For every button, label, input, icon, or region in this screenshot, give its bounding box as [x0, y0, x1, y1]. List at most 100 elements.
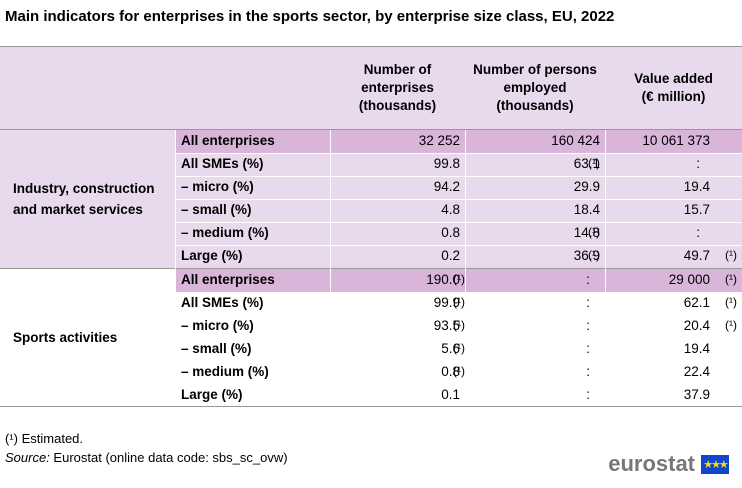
table-top-border	[0, 46, 742, 47]
row-label: All enterprises	[181, 272, 275, 287]
column-header-enterprises: Number of enterprises (thousands)	[358, 62, 437, 113]
table-row-total: All enterprises 32 252 160 424 10 061 373	[175, 130, 742, 153]
row-label: – medium (%)	[181, 364, 269, 379]
column-header-persons-employed: Number of persons employed (thousands)	[473, 62, 597, 113]
cell-value: :	[586, 364, 590, 379]
row-label: – small (%)	[181, 341, 252, 356]
row-label: All SMEs (%)	[181, 295, 264, 310]
cell-value: :	[586, 295, 590, 310]
cell-value: 19.4	[683, 341, 710, 356]
cell-flag: (¹)	[588, 248, 600, 262]
table-row: – small (%) 4.8 18.4 15.7	[175, 199, 742, 222]
row-label: – micro (%)	[181, 318, 254, 333]
column-divider	[605, 130, 606, 406]
cell-flag: (¹)	[453, 364, 465, 378]
table-row: Large (%) 0.1: 37.9	[175, 384, 742, 407]
row-label: Large (%)	[181, 248, 243, 263]
cell-value: :	[696, 225, 700, 240]
cell-value: :	[586, 272, 590, 287]
row-divider	[175, 222, 742, 223]
row-label: All enterprises	[181, 133, 275, 148]
cell-value: 63.1	[573, 156, 600, 171]
row-divider	[175, 245, 742, 246]
cell-value: 94.2	[433, 179, 460, 194]
row-divider	[175, 199, 742, 200]
column-divider	[465, 130, 466, 406]
cell-value: 18.4	[573, 202, 600, 217]
page-title: Main indicators for enterprises in the s…	[5, 8, 615, 25]
section-label: Industry, construction and market servic…	[13, 181, 155, 217]
source-line: Source: Eurostat (online data code: sbs_…	[5, 450, 288, 465]
row-label: – medium (%)	[181, 225, 269, 240]
cell-value: 93.5	[433, 318, 460, 333]
column-divider	[175, 130, 176, 406]
section-background	[0, 269, 175, 407]
cell-value: 99.9	[433, 295, 460, 310]
table-border	[0, 129, 742, 130]
cell-flag: (¹)	[453, 272, 465, 286]
table-row-total: All enterprises 190.0 (¹):29 000 (¹)	[175, 269, 742, 292]
cell-value: 22.4	[683, 364, 710, 379]
cell-flag: (¹)	[453, 295, 465, 309]
cell-value: 29.9	[573, 179, 600, 194]
table-row: – small (%) 5.6 (¹): 19.4	[175, 338, 742, 361]
cell-value: 19.4	[683, 179, 710, 194]
table-border	[0, 406, 742, 407]
cell-value: 190.0	[426, 272, 460, 287]
footnote: (¹) Estimated.	[5, 431, 84, 446]
column-divider	[330, 130, 331, 406]
eu-flag-icon: ★★★	[701, 454, 729, 474]
table-row: All SMEs (%) 99.9 (¹):62.1 (¹)	[175, 292, 742, 315]
section-label: Sports activities	[13, 330, 118, 345]
table-row: Large (%) 0.2 36.9 (¹) 49.7 (¹)	[175, 245, 742, 268]
cell-value: 10 061 373	[642, 133, 710, 148]
source-text: Eurostat (online data code: sbs_sc_ovw)	[49, 450, 288, 465]
table-row: – micro (%) 93.5 (¹):20.4 (¹)	[175, 315, 742, 338]
cell-value: 37.9	[683, 387, 710, 402]
source-label: Source:	[5, 450, 50, 465]
cell-flag: (¹)	[588, 225, 600, 239]
row-label: All SMEs (%)	[181, 156, 264, 171]
cell-flag: (¹)	[725, 272, 737, 286]
cell-value: 0.2	[441, 248, 460, 263]
cell-value: 4.8	[441, 202, 460, 217]
table-border	[0, 268, 742, 269]
cell-value: 0.1	[441, 387, 460, 402]
row-label: – small (%)	[181, 202, 252, 217]
cell-value: :	[696, 156, 700, 171]
cell-value: 99.8	[433, 156, 460, 171]
row-label: Large (%)	[181, 387, 243, 402]
cell-value: 32 252	[418, 133, 460, 148]
row-label: – micro (%)	[181, 179, 254, 194]
cell-flag: (¹)	[725, 318, 737, 332]
cell-value: :	[586, 387, 590, 402]
cell-flag: (¹)	[453, 318, 465, 332]
cell-flag: (¹)	[725, 295, 737, 309]
cell-flag: (¹)	[453, 341, 465, 355]
cell-value: :	[586, 318, 590, 333]
logo-text: eurostat	[608, 451, 695, 476]
cell-value: 36.9	[573, 248, 600, 263]
eurostat-logo: eurostat ★★★	[608, 451, 729, 477]
section-background	[0, 130, 175, 268]
table-row: – micro (%) 94.2 29.9 19.4	[175, 176, 742, 199]
cell-value: 29 000	[668, 272, 710, 287]
table-row: – medium (%) 0.8 14.8 (¹):	[175, 222, 742, 245]
cell-value: 49.7	[683, 248, 710, 263]
table-header: Number of enterprises (thousands) Number…	[0, 47, 742, 129]
row-divider	[175, 153, 742, 154]
cell-value: 15.7	[683, 202, 710, 217]
table-row: – medium (%) 0.8 (¹): 22.4	[175, 361, 742, 384]
cell-flag: (¹)	[588, 156, 600, 170]
column-header-value-added: Value added (€ million)	[634, 71, 713, 104]
cell-flag: (¹)	[725, 248, 737, 262]
cell-value: 0.8	[441, 364, 460, 379]
cell-value: 14.8	[573, 225, 600, 240]
cell-value: 5.6	[441, 341, 460, 356]
cell-value: 160 424	[551, 133, 600, 148]
cell-value: 0.8	[441, 225, 460, 240]
cell-value: 62.1	[683, 295, 710, 310]
row-divider	[175, 176, 742, 177]
table-row: All SMEs (%) 99.8 63.1 (¹):	[175, 153, 742, 176]
cell-value: 20.4	[683, 318, 710, 333]
